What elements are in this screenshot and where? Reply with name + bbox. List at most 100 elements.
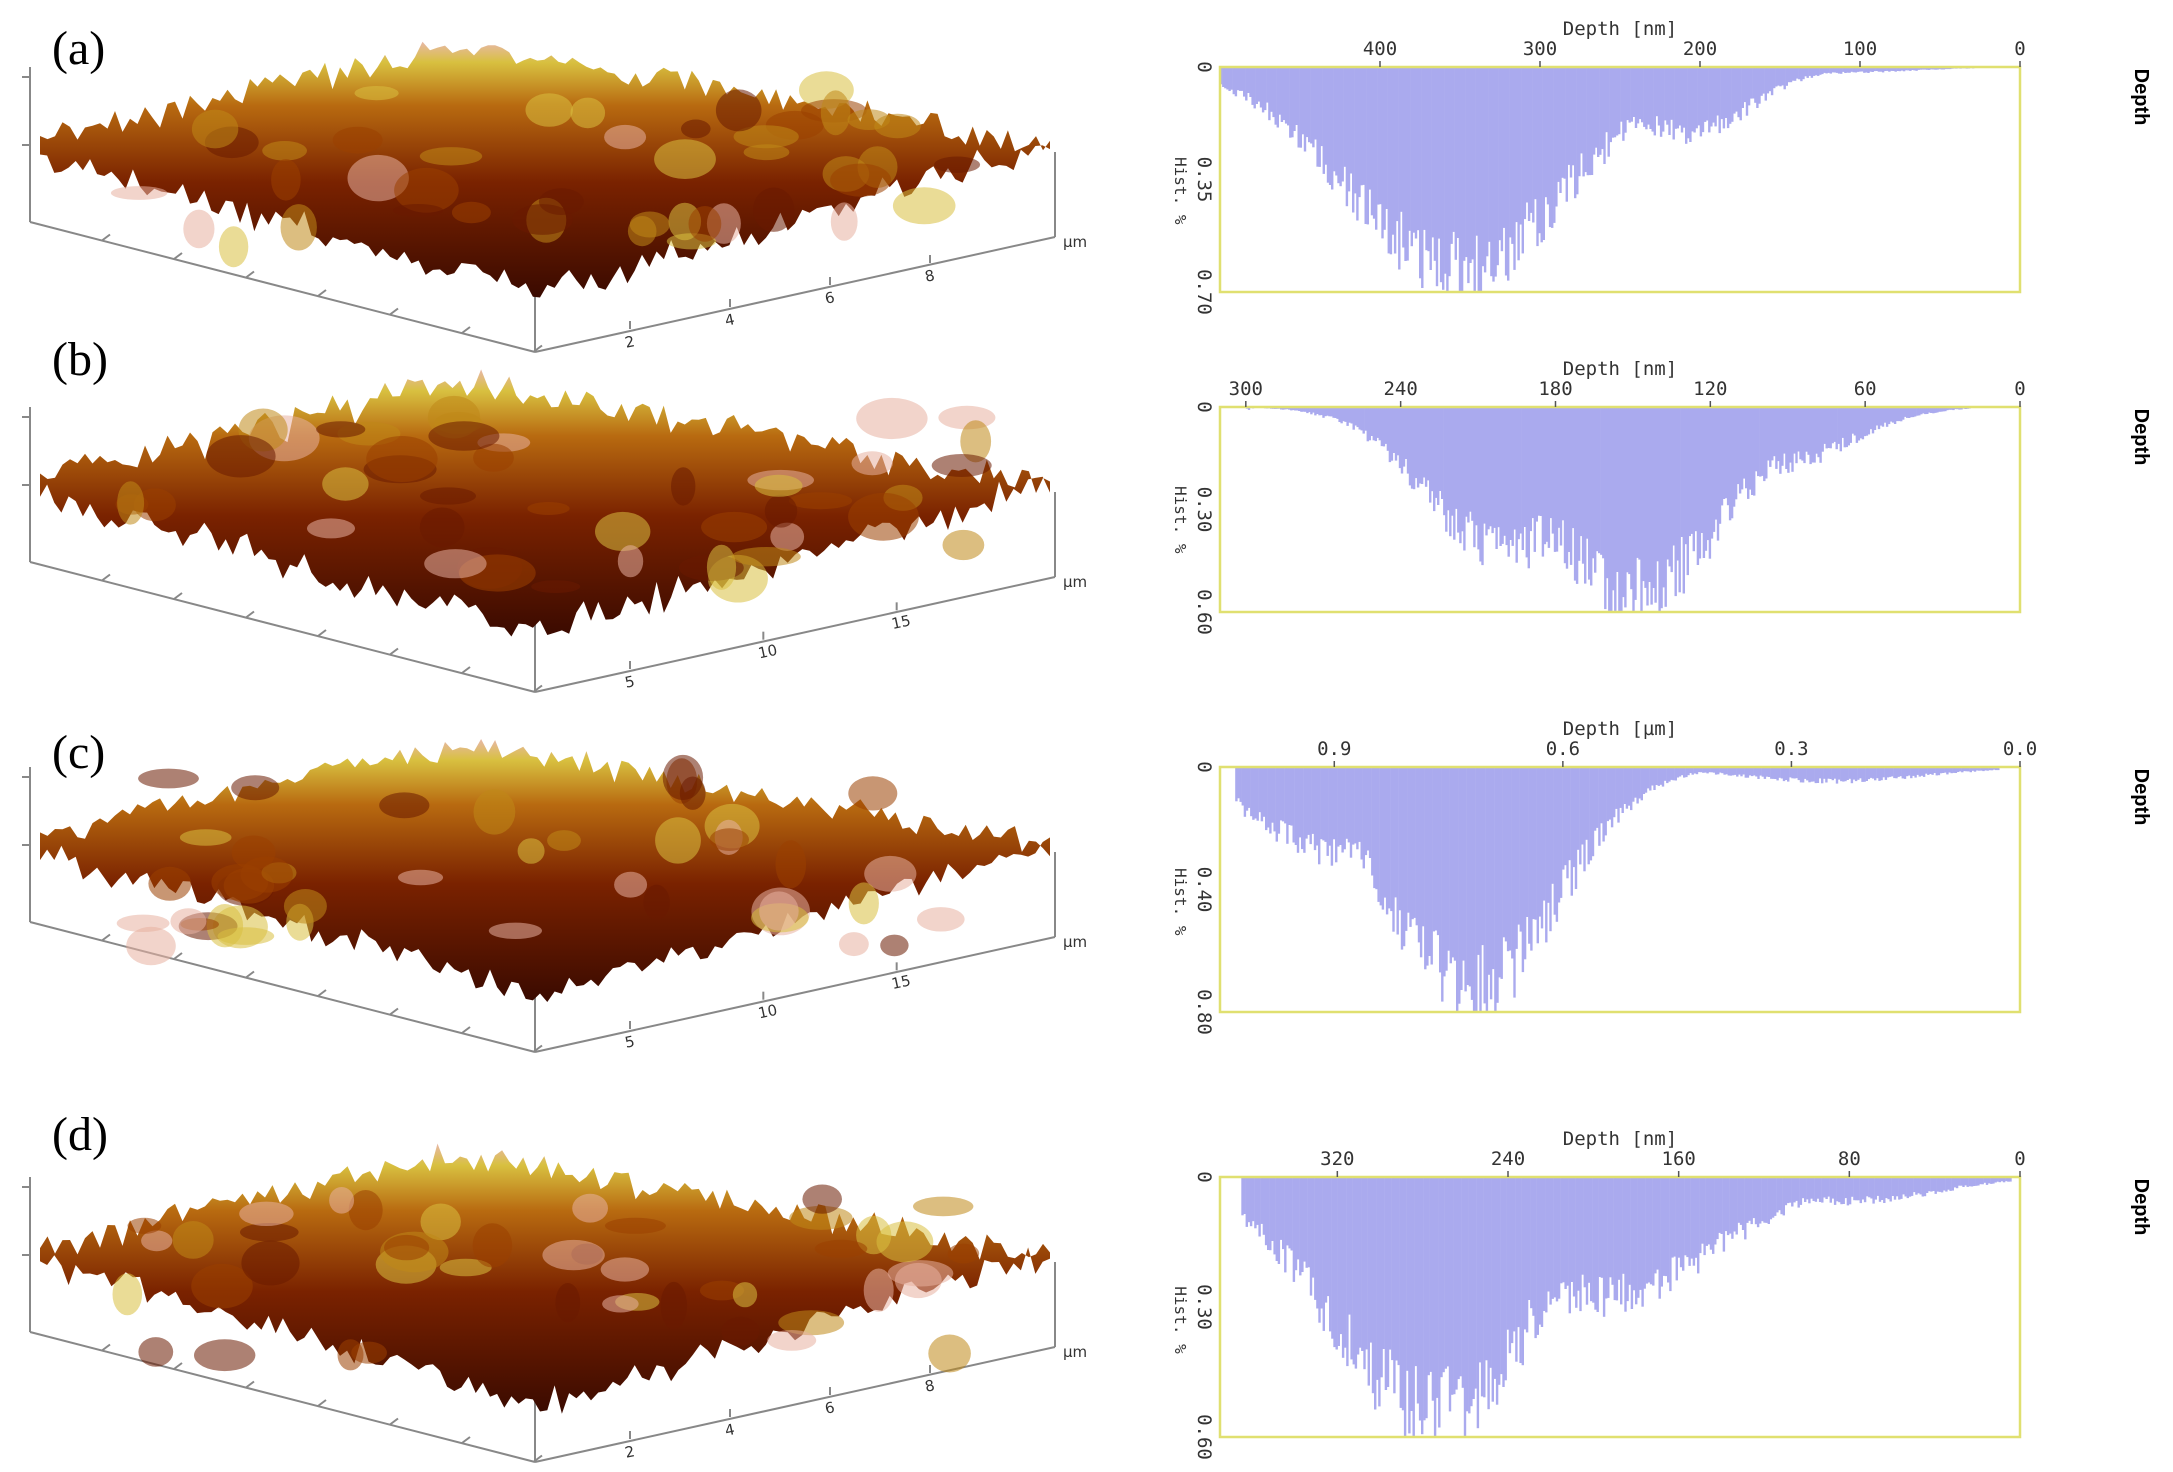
histogram-bar [1448, 67, 1451, 277]
histogram-bar [1370, 67, 1374, 216]
histogram-bar [1682, 1177, 1685, 1271]
histogram-bar [1755, 407, 1758, 472]
histogram-bar [1722, 67, 1726, 129]
histogram-bar [1777, 407, 1780, 462]
histogram-bar [1298, 767, 1302, 838]
histogram-bar [1356, 67, 1359, 221]
histogram-bar [1349, 67, 1353, 174]
histogram-bar [1598, 1177, 1601, 1277]
histogram-bar [1657, 767, 1660, 786]
histogram-bar [1241, 767, 1244, 806]
histogram-bar [1502, 767, 1505, 938]
histogram-bar [1271, 1177, 1274, 1241]
histogram-frame [1218, 65, 2022, 294]
histogram-bar [1236, 67, 1240, 91]
histogram-bar [1997, 767, 2000, 771]
histogram-bar [1879, 407, 1883, 426]
histogram-bar [1566, 1177, 1569, 1286]
histogram-y-tick: 0 [1193, 761, 1215, 772]
histogram-bar [1973, 767, 1977, 772]
surface-feature [112, 1273, 143, 1316]
histogram-bar [1829, 407, 1832, 449]
histogram-bar [1676, 407, 1679, 561]
surface-feature [848, 492, 919, 541]
histogram-bar [1330, 407, 1333, 417]
surface-feature [206, 904, 244, 948]
surface-feature [116, 914, 170, 932]
histogram-bar [1769, 1177, 1773, 1220]
surface-feature [830, 163, 892, 197]
surface-feature [629, 211, 670, 238]
histogram-bar [1358, 67, 1361, 198]
histogram-bar [1674, 67, 1677, 129]
surface-feature [671, 467, 696, 506]
histogram-bar [1408, 407, 1412, 486]
histogram-bar [1373, 767, 1376, 889]
histogram-bar [1368, 407, 1371, 441]
histogram-bar [1581, 767, 1584, 845]
histogram-bar [1521, 67, 1524, 254]
histogram-bar [1341, 767, 1344, 853]
histogram-bar [1718, 407, 1722, 524]
histogram-bar [1234, 67, 1238, 97]
histogram-bar [1925, 67, 1929, 70]
surface-feature [428, 421, 500, 451]
histogram-bar [1318, 407, 1321, 416]
surface-feature [570, 97, 606, 129]
histogram-bar [1259, 67, 1263, 108]
histogram-bar [1674, 407, 1677, 597]
histogram-bar [1815, 407, 1818, 454]
histogram-bar [1892, 67, 1895, 71]
histogram-bar [1412, 407, 1416, 490]
histogram-bar [1810, 67, 1814, 78]
surface-feature [527, 502, 570, 515]
histogram-bar [1389, 67, 1393, 255]
histogram-bar [1232, 67, 1235, 95]
histogram-bar [1584, 67, 1587, 173]
histogram-bar [1450, 67, 1453, 244]
histogram-bar [1340, 407, 1343, 424]
histogram-bar [1750, 67, 1753, 99]
histogram-bar [1799, 407, 1802, 460]
histogram-bar [1241, 1177, 1244, 1216]
histogram-bar [1457, 407, 1460, 533]
surface-feature [764, 494, 798, 528]
histogram-bar [1352, 407, 1355, 430]
histogram-bar [1411, 767, 1414, 920]
histogram-bar [1406, 1177, 1409, 1371]
histogram-bar [1720, 67, 1723, 120]
histogram-bar [1696, 407, 1700, 565]
histogram-bar [1511, 67, 1514, 244]
histogram-bar [1886, 767, 1890, 778]
histogram-bar [1557, 407, 1561, 528]
surface-tick-label: 6 [823, 1398, 836, 1418]
histogram-bar [1382, 407, 1386, 447]
surface-feature [517, 838, 545, 864]
histogram-bar [1812, 767, 1815, 782]
histogram-bar [1693, 67, 1696, 133]
histogram-bar [1789, 767, 1792, 778]
histogram-bar [1249, 67, 1252, 97]
histogram-bar [1951, 1177, 1954, 1191]
histogram-bar [1885, 407, 1889, 427]
histogram-bar [1380, 1177, 1383, 1378]
surface-feature [847, 109, 891, 130]
histogram-bar [1569, 407, 1573, 565]
surface-feature [322, 467, 369, 501]
histogram-bar [1714, 407, 1718, 520]
histogram-bar [1861, 1177, 1865, 1200]
histogram-bar [1565, 67, 1568, 202]
histogram-bar [1509, 407, 1512, 540]
histogram-bar [1553, 407, 1557, 552]
histogram-bar [1712, 407, 1716, 532]
histogram-bar [1555, 1177, 1559, 1302]
surface-feature [913, 1196, 974, 1217]
histogram-bar [1513, 1177, 1516, 1332]
histogram-bar [1823, 767, 1826, 779]
histogram-bar [1936, 1177, 1939, 1192]
histogram-bar [1506, 767, 1510, 952]
histogram-bar [1846, 767, 1849, 780]
histogram-bar [1664, 67, 1667, 121]
